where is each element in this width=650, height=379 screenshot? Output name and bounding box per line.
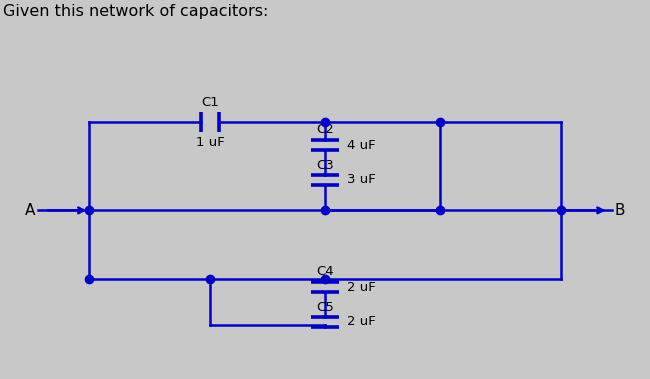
Text: 3 uF: 3 uF (346, 173, 376, 186)
Text: 1 uF: 1 uF (196, 136, 225, 149)
Text: C5: C5 (316, 301, 334, 313)
Text: 2 uF: 2 uF (346, 280, 376, 294)
Text: C3: C3 (316, 159, 334, 172)
Text: C4: C4 (316, 265, 334, 278)
Text: C2: C2 (316, 123, 334, 136)
Text: 2 uF: 2 uF (346, 315, 376, 328)
Text: 4 uF: 4 uF (346, 139, 375, 152)
Text: C1: C1 (202, 96, 219, 109)
Text: A: A (25, 203, 35, 218)
Text: B: B (615, 203, 625, 218)
Text: Given this network of capacitors:: Given this network of capacitors: (3, 4, 268, 19)
